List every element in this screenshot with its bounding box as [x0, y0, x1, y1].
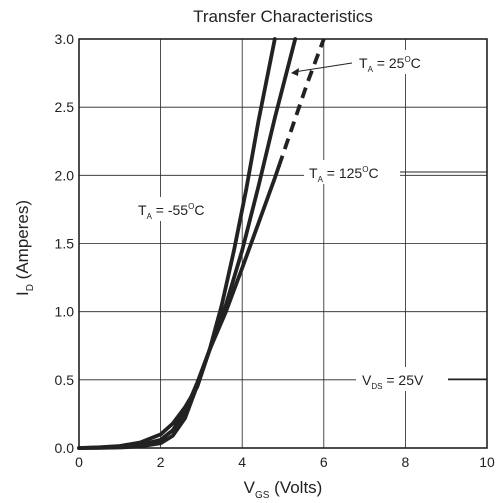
y-tick-label: 3.0 [55, 31, 75, 47]
annotation-text: TA = 125OC [309, 165, 379, 184]
x-tick-label: 0 [75, 454, 83, 470]
arrowhead-icon [291, 68, 299, 76]
x-tick-label: 8 [402, 454, 410, 470]
x-axis-label: VGS (Volts) [244, 478, 323, 501]
y-tick-label: 0.0 [55, 440, 75, 456]
y-tick-label: 0.5 [55, 372, 75, 388]
ticks: 0 2 4 6 8 10 0.0 0.5 1.0 1.5 2.0 2.5 3.0 [55, 31, 495, 470]
y-tick-label: 2.0 [55, 167, 75, 183]
annotation-background [356, 367, 448, 391]
x-tick-label: 10 [479, 454, 495, 470]
annotation-text: TA = 25OC [359, 55, 421, 74]
annotation-background [304, 160, 400, 184]
curve-dashed-2 [277, 38, 326, 167]
annotation-background [132, 197, 220, 221]
grid [79, 39, 487, 448]
vds-label: VDS = 25V [356, 367, 487, 391]
annotation-text: VDS = 25V [362, 372, 424, 391]
annotation-leader [293, 62, 353, 73]
annotation-text: TA = -55OC [138, 202, 204, 221]
y-tick-label: 2.5 [55, 99, 75, 115]
annotations: TA = -55OC TA = 25OC TA = 125OC VDS = 25V [132, 50, 487, 391]
x-tick-label: 2 [157, 454, 165, 470]
plot-frame [78, 38, 488, 449]
ta-minus55-label: TA = -55OC [132, 197, 220, 221]
ta-125-label: TA = 125OC [304, 160, 487, 184]
x-tick-label: 6 [320, 454, 328, 470]
y-tick-label: 1.5 [55, 236, 75, 252]
x-tick-label: 4 [238, 454, 246, 470]
annotation-background [354, 50, 442, 74]
y-axis-label: ID (Amperes) [13, 200, 36, 296]
ta-25-label: TA = 25OC [291, 50, 442, 76]
chart-title: Transfer Characteristics [193, 7, 373, 26]
y-tick-label: 1.0 [55, 304, 75, 320]
